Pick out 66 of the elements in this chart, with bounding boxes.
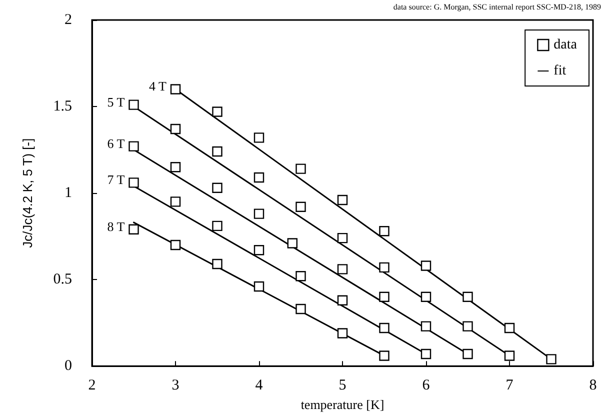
- point: [254, 172, 264, 183]
- point: [379, 262, 390, 273]
- y-tick-label: 1.5: [53, 98, 72, 115]
- point: [296, 304, 306, 314]
- point: [420, 321, 432, 332]
- point: [337, 328, 348, 338]
- source-note: data source: G. Morgan, SSC internal report SSC-MD-218, 1989: [393, 2, 601, 12]
- point: [170, 84, 181, 94]
- x-tick-label: 6: [422, 378, 430, 394]
- point: [212, 258, 222, 270]
- point: [254, 132, 264, 143]
- point: [170, 124, 181, 134]
- point: [379, 226, 390, 236]
- point: [212, 106, 222, 117]
- point: [287, 238, 298, 248]
- y-tick-label: 2: [64, 12, 72, 28]
- point: [254, 281, 264, 292]
- x-tick-label: 7: [506, 378, 514, 394]
- x-tick-label: 2: [88, 378, 96, 394]
- annotation: 5 T: [107, 94, 125, 110]
- point: [546, 354, 556, 364]
- x-tick-label: 8: [589, 378, 597, 394]
- point: [504, 350, 515, 361]
- point: [212, 182, 222, 193]
- point: [420, 260, 432, 271]
- point: [379, 322, 390, 334]
- point: [337, 194, 348, 206]
- point: [212, 146, 222, 157]
- y-tick-label: 1: [64, 185, 72, 202]
- point: [296, 164, 306, 174]
- point: [170, 162, 181, 172]
- point: [128, 100, 139, 110]
- point: [462, 292, 473, 302]
- y-axis-title: Jc/Jc(4.2 K, 5 T) [-]: [20, 138, 35, 248]
- annotation: 8 T: [107, 218, 125, 234]
- point: [254, 245, 264, 256]
- point: [420, 292, 432, 302]
- annotation: 7 T: [107, 172, 125, 188]
- point: [337, 295, 348, 306]
- x-tick-label: 4: [255, 378, 264, 394]
- point: [296, 271, 306, 282]
- x-axis-title: temperature [K]: [300, 397, 384, 412]
- point: [337, 232, 348, 244]
- legend-label: data: [554, 38, 578, 52]
- point: [504, 322, 515, 334]
- point: [296, 202, 306, 212]
- annotation: 6 T: [107, 136, 125, 151]
- point: [462, 348, 473, 360]
- point: [170, 196, 181, 207]
- point: [128, 141, 139, 152]
- point: [128, 224, 139, 234]
- x-tick-label: 3: [172, 378, 180, 394]
- y-tick-label: 0.5: [53, 272, 72, 288]
- point: [462, 321, 473, 332]
- point: [128, 178, 139, 188]
- point: [379, 292, 390, 302]
- point: [170, 240, 181, 250]
- y-tick-label: 0: [64, 358, 72, 374]
- point: [379, 350, 390, 361]
- point: [254, 208, 264, 219]
- point: [212, 220, 222, 232]
- x-tick-label: 5: [338, 378, 346, 394]
- annotation: 4 T: [149, 78, 167, 94]
- legend-label: fit: [554, 64, 566, 78]
- point: [337, 264, 348, 274]
- point: [420, 348, 432, 360]
